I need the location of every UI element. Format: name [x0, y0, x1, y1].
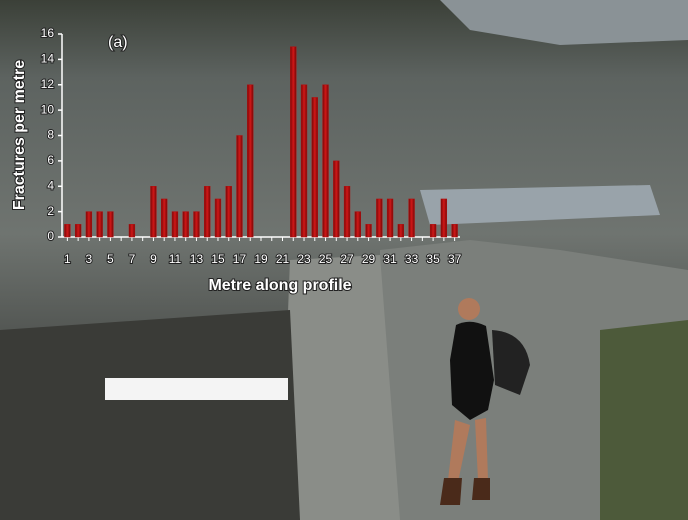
y-tick-label: 0	[47, 229, 54, 243]
bar	[408, 198, 415, 238]
bar	[85, 211, 93, 238]
x-tick-label: 7	[129, 252, 136, 266]
x-tick-label: 31	[383, 252, 397, 266]
bar	[128, 224, 136, 238]
bar	[440, 198, 448, 238]
grass	[600, 320, 688, 520]
bar	[74, 224, 82, 238]
bar	[182, 211, 189, 238]
x-tick-label: 35	[426, 252, 440, 266]
bar	[300, 84, 308, 238]
bar	[96, 211, 103, 238]
y-axis-title: Fractures per metre	[11, 60, 28, 210]
y-tick-label: 8	[47, 128, 54, 142]
y-tick-label: 2	[47, 204, 54, 218]
x-tick-label: 3	[86, 252, 93, 266]
x-tick-label: 13	[190, 252, 204, 266]
y-tick-label: 12	[41, 77, 55, 91]
y-tick-label: 16	[41, 26, 55, 40]
bar	[311, 97, 318, 238]
rock-shadow	[0, 310, 300, 520]
bar	[451, 224, 458, 238]
bar	[171, 211, 179, 238]
bar	[225, 186, 232, 238]
white-patch	[105, 378, 288, 400]
x-tick-label: 21	[276, 252, 290, 266]
y-tick-label: 10	[41, 102, 55, 116]
x-tick-label: 17	[233, 252, 247, 266]
bar	[64, 224, 71, 238]
bar	[365, 224, 372, 238]
bar	[204, 186, 211, 238]
bar	[193, 211, 200, 238]
x-tick-label: 9	[150, 252, 157, 266]
person	[440, 298, 530, 505]
bar	[107, 211, 114, 238]
y-tick-label: 6	[47, 153, 54, 167]
bar	[247, 84, 254, 238]
bar	[214, 198, 222, 238]
bar	[397, 224, 404, 238]
x-tick-label: 19	[254, 252, 268, 266]
x-tick-label: 27	[340, 252, 354, 266]
bar	[386, 198, 394, 238]
bar	[150, 186, 157, 238]
bar	[333, 160, 340, 238]
bar	[322, 84, 329, 238]
bar	[354, 211, 361, 238]
x-tick-label: 25	[319, 252, 333, 266]
bar	[343, 186, 351, 238]
x-tick-label: 23	[297, 252, 311, 266]
y-tick-label: 14	[41, 52, 55, 66]
panel-label: (a)	[108, 34, 128, 51]
x-tick-label: 33	[405, 252, 419, 266]
x-tick-label: 11	[169, 252, 182, 266]
bar	[290, 46, 297, 238]
x-axis-title: Metre along profile	[208, 277, 351, 294]
y-tick-label: 4	[47, 178, 54, 192]
x-tick-label: 29	[362, 252, 376, 266]
mountain	[440, 0, 688, 45]
x-tick-label: 5	[107, 252, 114, 266]
x-tick-label: 1	[64, 252, 71, 266]
x-tick-label: 37	[448, 252, 462, 266]
bar	[376, 198, 383, 238]
bar	[236, 135, 243, 238]
water-pool	[420, 185, 660, 225]
bar	[161, 198, 168, 238]
rock-slab	[280, 255, 400, 520]
x-tick-label: 15	[211, 252, 225, 266]
bar	[429, 224, 437, 238]
